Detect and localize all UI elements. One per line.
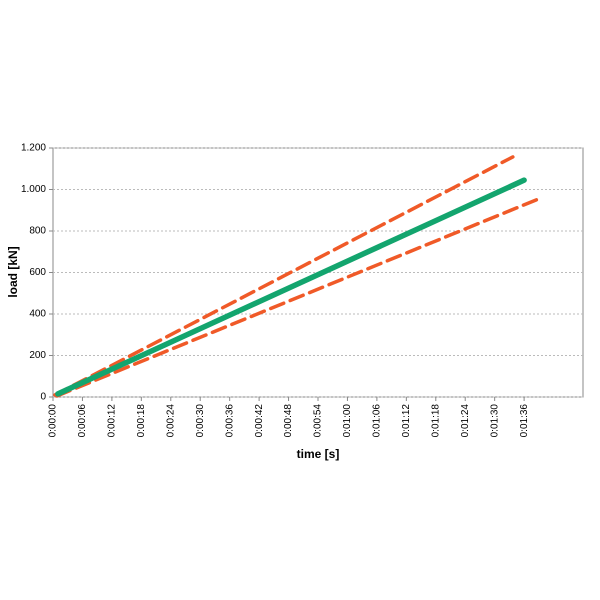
- x-tick-label: 0:00:30: [195, 404, 206, 438]
- y-tick-label: 800: [29, 226, 46, 237]
- x-tick-label: 0:01:06: [372, 404, 383, 438]
- x-tick-label: 0:00:48: [283, 404, 294, 438]
- x-axis-title: time [s]: [297, 447, 340, 461]
- series-line: [53, 155, 515, 397]
- y-tick-label: 600: [29, 267, 46, 278]
- x-tick-label: 0:01:30: [489, 404, 500, 438]
- y-tick-label: 0: [40, 392, 46, 403]
- x-tick-label: 0:00:42: [254, 404, 265, 438]
- x-tick-label: 0:00:18: [136, 404, 147, 438]
- x-tick-label: 0:00:06: [77, 404, 88, 438]
- x-tick-label: 0:00:36: [224, 404, 235, 438]
- x-tick-label: 0:01:36: [519, 404, 530, 438]
- x-tick-label: 0:00:12: [107, 404, 118, 438]
- x-tick-label: 0:00:00: [48, 404, 59, 438]
- x-tick-label: 0:01:18: [430, 404, 441, 438]
- x-tick-label: 0:00:54: [313, 404, 324, 438]
- x-tick-label: 0:00:24: [165, 404, 176, 438]
- y-tick-label: 200: [29, 350, 46, 361]
- x-tick-label: 0:01:24: [460, 404, 471, 438]
- y-tick-label: 1.200: [21, 143, 46, 154]
- series-line: [55, 196, 543, 398]
- x-tick-label: 0:01:00: [342, 404, 353, 438]
- x-tick-label: 0:01:12: [401, 404, 412, 438]
- y-tick-label: 400: [29, 309, 46, 320]
- series-line: [55, 177, 527, 397]
- y-axis-title: load [kN]: [6, 246, 20, 297]
- y-tick-label: 1.000: [21, 184, 46, 195]
